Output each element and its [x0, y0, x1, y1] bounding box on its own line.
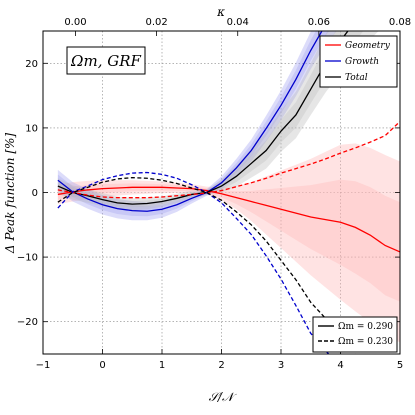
x-tick-label: 1 [159, 360, 165, 371]
annotation-label: Ωm, GRF [70, 52, 141, 70]
y-axis-label: Δ Peak function [%] [3, 133, 17, 254]
legend-bottom-frame [312, 316, 398, 353]
legend-bottom: Ωm = 0.290 Ωm = 0.230 [312, 316, 398, 353]
x-tick-label: 0 [99, 360, 105, 371]
y-tick-label: 10 [25, 123, 38, 134]
y-tick-label: 0 [32, 188, 38, 199]
y-tick-label: 20 [25, 59, 38, 70]
legend-solid-label: Ωm = 0.290 [338, 322, 393, 332]
series-growth-dashed [57, 171, 330, 354]
legend-top: Geometry Growth Total [319, 35, 398, 88]
band-geometry-outer [57, 143, 400, 343]
annotation-frame [66, 46, 146, 75]
x2-tick-label: 0.04 [227, 17, 249, 28]
legend-geometry-label: Geometry [345, 41, 391, 51]
x2-tick-label: 0.08 [389, 17, 411, 28]
series-growth-solid [57, 31, 323, 212]
x2-tick-label: 0.02 [145, 17, 167, 28]
x-tick-label: 2 [218, 360, 224, 371]
legend-total-label: Total [345, 73, 368, 83]
series-geometry-dashed [57, 120, 400, 199]
series-geometry-solid [57, 186, 400, 253]
y-tick-label: −20 [17, 317, 38, 328]
legend-dashed-label: Ωm = 0.230 [338, 337, 393, 347]
band-geometry-inner [57, 179, 400, 302]
band-growth-outer [57, 31, 337, 221]
x-axis-label: 𝒮/𝒩 [209, 390, 237, 404]
x2-axis-label: κ [216, 5, 225, 19]
x-tick-label: 4 [337, 360, 343, 371]
y-tick-label: −10 [17, 253, 38, 264]
x-tick-label: 5 [397, 360, 403, 371]
legend-growth-label: Growth [345, 57, 379, 67]
annotation-box: Ωm, GRF [66, 46, 146, 75]
x-tick-label: 3 [278, 360, 284, 371]
x-tick-label: −1 [36, 360, 51, 371]
x2-tick-label: 0.06 [308, 17, 330, 28]
x2-tick-label: 0.00 [64, 17, 86, 28]
